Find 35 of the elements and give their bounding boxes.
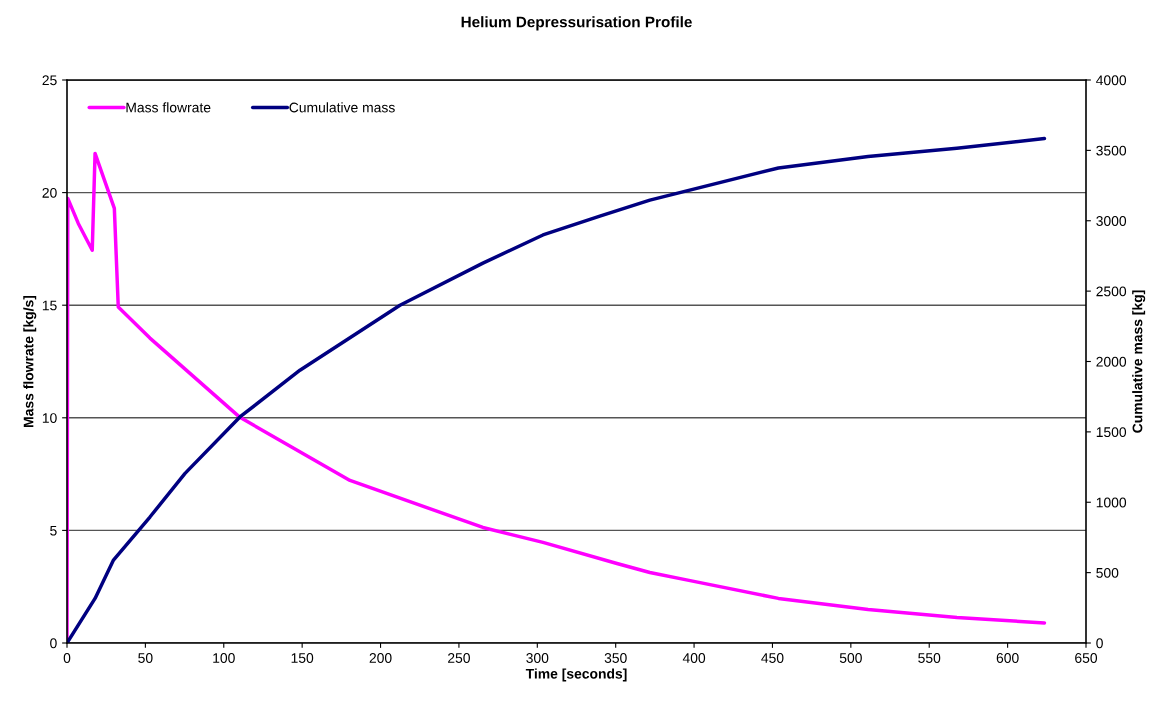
legend-label: Cumulative mass — [289, 102, 395, 113]
legend-label: Mass flowrate — [126, 102, 211, 113]
x-axis-title: Time [seconds] — [525, 668, 627, 682]
x-tick-label: 100 — [213, 653, 235, 663]
y2-tick-label: 3000 — [1096, 216, 1127, 226]
y-axis-title: Mass flowrate [kg/s] — [23, 295, 37, 427]
y2-tick-label: 2000 — [1096, 356, 1127, 367]
y2-tick-label: 0 — [1096, 638, 1103, 649]
x-tick-label: 200 — [369, 653, 392, 663]
x-tick-label: 300 — [526, 653, 549, 663]
y-tick-label: 0 — [50, 638, 57, 649]
x-tick-label: 500 — [839, 653, 862, 663]
x-tick-label: 650 — [1075, 653, 1098, 663]
x-tick-label: 600 — [996, 653, 1019, 663]
y2-axis-title: Cumulative mass [kg] — [1132, 290, 1146, 433]
y-tick-label: 5 — [50, 525, 57, 536]
x-tick-label: 50 — [138, 653, 153, 663]
x-tick-label: 250 — [448, 653, 470, 663]
y-tick-label: 10 — [42, 413, 57, 423]
y2-tick-label: 1000 — [1096, 497, 1127, 508]
x-tick-label: 350 — [604, 653, 627, 663]
chart-title: Helium Depressurisation Profile — [461, 16, 692, 31]
x-tick-label: 550 — [918, 653, 941, 663]
y-tick-label: 25 — [42, 75, 57, 86]
x-tick-label: 450 — [761, 653, 784, 663]
y2-tick-label: 4000 — [1096, 75, 1127, 86]
x-tick-label: 0 — [63, 653, 71, 663]
y2-tick-label: 3500 — [1096, 145, 1127, 156]
y2-tick-label: 2500 — [1096, 286, 1127, 297]
y2-tick-label: 500 — [1096, 567, 1119, 578]
y-tick-label: 20 — [42, 187, 57, 198]
x-tick-label: 150 — [291, 653, 314, 663]
y-tick-label: 15 — [42, 300, 57, 311]
x-tick-label: 400 — [682, 653, 706, 663]
y2-tick-label: 1500 — [1096, 427, 1127, 438]
